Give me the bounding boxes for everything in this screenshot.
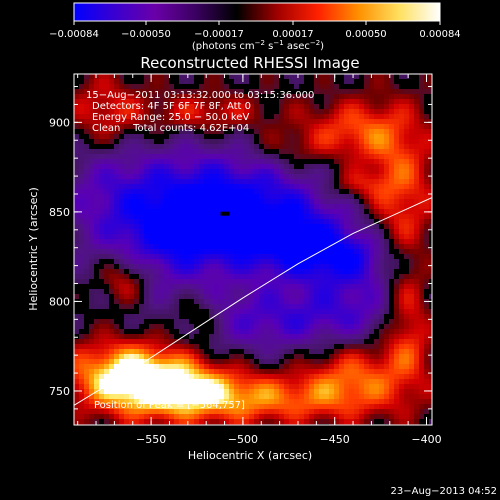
colorbar-tick-label: −0.00050: [121, 29, 171, 40]
colorbar: −0.00084 −0.00050 −0.00017 0.00017 0.00050 0.…: [49, 2, 461, 52]
x-tick-label: −550: [136, 433, 166, 446]
annotation-energy: Energy Range: 25.0 − 50.0 keV: [92, 112, 249, 123]
colorbar-tick-label: 0.00017: [272, 29, 313, 40]
colorbar-ticks: −0.00084 −0.00050 −0.00017 0.00017 0.00050 0.…: [49, 21, 461, 40]
colorbar-tick-label: −0.00084: [49, 29, 99, 40]
y-axis-label: Heliocentric Y (arcsec): [27, 187, 40, 311]
y-tick-label: 850: [49, 206, 70, 219]
footer-date: 23−Aug−2013 04:52: [391, 486, 497, 497]
annotation-detectors: Detectors: 4F 5F 6F 7F 8F, Att 0: [92, 101, 251, 112]
colorbar-tick-label: −0.00017: [194, 29, 244, 40]
x-axis-label: Heliocentric X (arcsec): [188, 449, 312, 462]
chart-title: Reconstructed RHESSI Image: [140, 54, 359, 72]
y-tick-label: 800: [49, 295, 70, 308]
annotation-time: 15−Aug−2011 03:13:32.000 to 03:15:36.000: [86, 90, 314, 101]
heatmap-image: [74, 74, 432, 425]
annotations: 15−Aug−2011 03:13:32.000 to 03:15:36.000…: [86, 90, 314, 411]
x-tick-label: −500: [228, 433, 258, 446]
solar-limb-curve: [74, 197, 432, 406]
x-tick-label: −400: [411, 433, 441, 446]
colorbar-tick-label: 0.00050: [345, 29, 386, 40]
colorbar-bar: [73, 2, 441, 22]
annotation-peak: Position of Peak = [−564,757]: [94, 400, 245, 411]
y-tick-label: 900: [49, 116, 70, 129]
annotation-clean: Clean Total counts: 4.62E+04: [92, 123, 249, 134]
x-tick-label: −450: [320, 433, 350, 446]
y-tick-label: 750: [49, 385, 70, 398]
plot-frame: [73, 73, 433, 426]
colorbar-tick-label: 0.00084: [419, 29, 460, 40]
axes: −550 −500 −450 −400 750 800 850 900: [49, 74, 442, 446]
colorbar-unit: (photons cm−2 s−1 asec−2): [192, 39, 324, 52]
minimum-marker: [220, 211, 230, 216]
